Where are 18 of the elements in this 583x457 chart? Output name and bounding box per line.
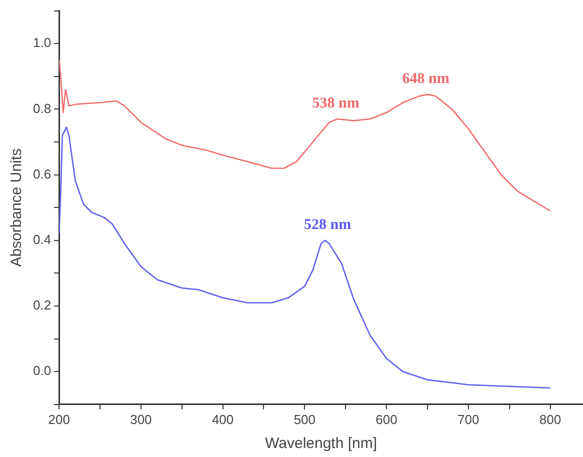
y-tick-label: 0.2 [32,298,52,313]
x-axis-title: Wavelength [nm] [265,435,378,452]
x-tick-label: 600 [376,412,398,427]
y-tick-label: 0.8 [32,100,52,116]
x-tick-label: 400 [212,412,234,427]
annotation: 648 nm [402,70,450,87]
x-tick-label: 500 [294,412,316,427]
x-tick-label: 700 [458,412,480,427]
x-tick-label: 800 [539,412,562,427]
x-tick-label: 200 [48,412,70,427]
annotation: 538 nm [312,95,360,112]
x-tick-label: 300 [130,412,152,427]
y-tick-label: 1.0 [32,35,52,50]
y-axis-title: Absorbance Units [8,148,26,267]
y-tick-label: 0.6 [32,166,52,182]
annotation: 528 nm [304,216,352,233]
y-tick-label: 0.4 [32,232,52,247]
y-tick-label: 0.0 [32,363,52,378]
